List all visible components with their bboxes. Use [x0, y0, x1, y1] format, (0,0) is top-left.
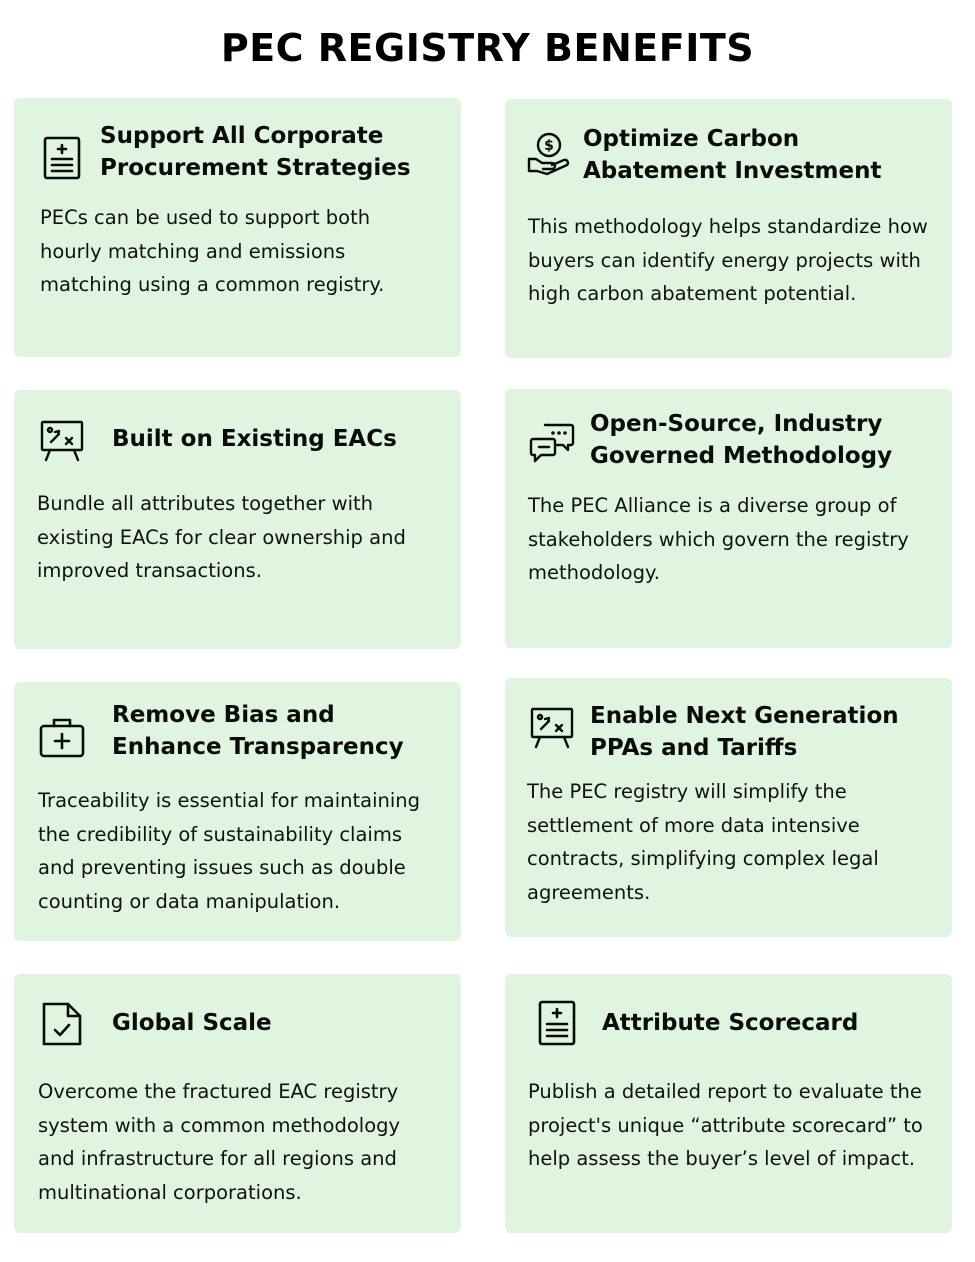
card-title: Attribute Scorecard	[602, 1010, 859, 1036]
benefit-card-ppas: Enable Next Generation PPAs and Tariffs …	[505, 678, 952, 937]
strategy-board-icon	[528, 704, 576, 752]
document-check-icon	[38, 1000, 86, 1048]
benefit-card-procurement: Support All Corporate Procurement Strate…	[14, 98, 461, 357]
hand-coin-icon: $	[525, 129, 573, 177]
chat-bubbles-icon	[529, 419, 577, 467]
benefit-card-scorecard: Attribute Scorecard Publish a detailed r…	[505, 974, 952, 1233]
card-body: Traceability is essential for maintainin…	[38, 789, 421, 913]
strategy-board-icon	[38, 417, 86, 465]
page-title: PEC REGISTRY BENEFITS	[220, 26, 755, 70]
card-body: The PEC registry will simplify the settl…	[527, 780, 879, 904]
card-body: The PEC Alliance is a diverse group of s…	[528, 494, 909, 584]
card-title: Enable Next Generation PPAs and Tariffs	[590, 703, 899, 761]
document-plus-icon	[533, 999, 581, 1047]
benefit-card-global-scale: Global Scale Overcome the fractured EAC …	[14, 974, 461, 1233]
benefit-card-transparency: Remove Bias and Enhance Transparency Tra…	[14, 682, 461, 941]
benefit-card-eacs: Built on Existing EACs Bundle all attrib…	[14, 390, 461, 649]
card-title: Optimize Carbon Abatement Investment	[583, 126, 882, 184]
card-body: Overcome the fractured EAC registry syst…	[38, 1080, 401, 1204]
card-title: Open-Source, Industry Governed Methodolo…	[590, 411, 893, 469]
benefit-card-open-source: Open-Source, Industry Governed Methodolo…	[505, 389, 952, 648]
svg-text:$: $	[544, 138, 554, 154]
card-title: Built on Existing EACs	[112, 426, 397, 452]
card-body: Publish a detailed report to evaluate th…	[528, 1080, 923, 1170]
card-title: Global Scale	[112, 1010, 272, 1036]
medical-kit-icon	[38, 714, 86, 762]
card-body: PECs can be used to support both hourly …	[40, 206, 385, 296]
card-title: Support All Corporate Procurement Strate…	[100, 123, 411, 181]
card-title: Remove Bias and Enhance Transparency	[112, 702, 404, 760]
card-body: This methodology helps standardize how b…	[528, 215, 928, 305]
document-plus-icon	[38, 133, 86, 181]
benefit-card-carbon: $ Optimize Carbon Abatement Investment T…	[505, 99, 952, 358]
card-body: Bundle all attributes together with exis…	[37, 492, 406, 582]
